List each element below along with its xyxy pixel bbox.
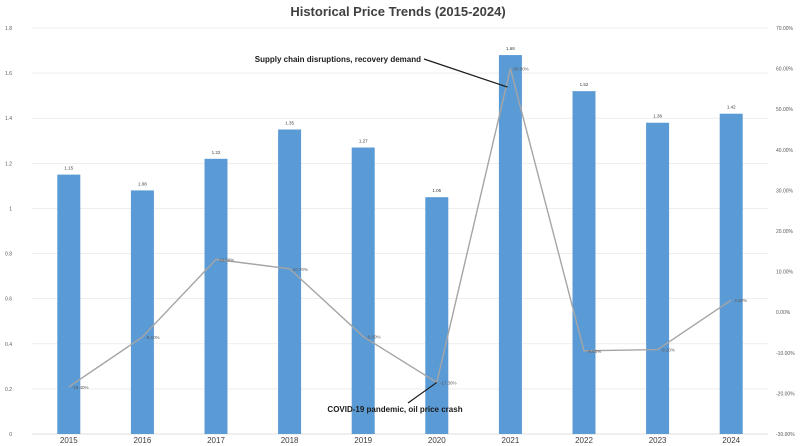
x-tick-2016: 2016 — [134, 436, 152, 445]
x-tick-2015: 2015 — [60, 436, 78, 445]
line-label-2019: -6.00% — [366, 335, 380, 340]
y-left-tick: 0 — [9, 432, 12, 438]
bar-labels: 1.15 1.08 1.22 1.35 1.27 1.05 1.68 1.52 1.38 1.42 — [64, 46, 736, 193]
annotation-supply-chain: Supply chain disruptions, recovery deman… — [255, 55, 421, 64]
x-tick-2018: 2018 — [281, 436, 299, 445]
y-left-tick: 1.6 — [5, 71, 12, 77]
change-line-path — [68, 68, 732, 388]
y-left-tick: 0.8 — [5, 252, 12, 258]
line-label-2016: -6.10% — [145, 335, 159, 340]
y-right-tick: 50.00% — [776, 107, 794, 113]
bar-label-2024: 1.42 — [727, 105, 736, 110]
y-right-tick: 10.00% — [776, 270, 794, 276]
bar-2017 — [204, 158, 228, 435]
y-right-tick: -10.00% — [776, 351, 795, 357]
y-axis-right: -30.00% -20.00% -10.00% 0.00% 10.00% 20.00% 30… — [776, 26, 795, 438]
line-label-2022: -9.50% — [587, 349, 601, 354]
bar-2015 — [57, 174, 81, 434]
y-left-tick: 1.4 — [5, 116, 12, 122]
change-line — [68, 68, 732, 388]
x-tick-2024: 2024 — [722, 436, 740, 445]
y-right-tick: 60.00% — [776, 67, 794, 73]
y-right-tick: 40.00% — [776, 148, 794, 154]
chart-title: Historical Price Trends (2015-2024) — [290, 4, 505, 19]
y-left-tick: 1.8 — [5, 26, 12, 32]
y-right-tick: -30.00% — [776, 432, 795, 438]
y-left-tick: 0.6 — [5, 297, 12, 303]
y-left-tick: 1 — [9, 206, 12, 212]
x-tick-2021: 2021 — [502, 436, 520, 445]
line-label-2018: 10.70% — [293, 267, 308, 272]
bar-label-2015: 1.15 — [64, 166, 73, 171]
bar-2022 — [572, 91, 596, 435]
bar-label-2016: 1.08 — [138, 181, 147, 186]
y-right-tick: 30.00% — [776, 188, 794, 194]
bar-label-2023: 1.38 — [653, 114, 662, 119]
line-label-2017: 13.00% — [219, 257, 234, 262]
bar-label-2019: 1.27 — [359, 139, 368, 144]
bar-label-2017: 1.22 — [212, 150, 221, 155]
gridlines — [32, 27, 768, 435]
line-label-2024: 3.00% — [734, 298, 747, 303]
y-right-tick: -20.00% — [776, 391, 795, 397]
bar-label-2021: 1.68 — [506, 46, 515, 51]
x-tick-2022: 2022 — [575, 436, 593, 445]
line-label-2020: -17.30% — [440, 380, 457, 385]
bar-2023 — [646, 122, 670, 434]
bar-label-2018: 1.35 — [285, 121, 294, 126]
y-right-tick: 70.00% — [776, 26, 794, 32]
y-left-tick: 0.4 — [5, 342, 12, 348]
line-label-2021: 60.00% — [513, 67, 528, 72]
x-tick-2019: 2019 — [354, 436, 372, 445]
y-right-tick: 20.00% — [776, 229, 794, 235]
bar-2021 — [498, 55, 522, 435]
annotation-pointer — [407, 381, 438, 404]
bar-label-2020: 1.05 — [432, 188, 441, 193]
y-axis-left: 0 0.2 0.4 0.6 0.8 1 1.2 1.4 1.6 1.8 — [5, 26, 12, 438]
x-tick-2017: 2017 — [207, 436, 225, 445]
x-tick-2023: 2023 — [649, 436, 667, 445]
line-label-2023: -9.20% — [661, 348, 675, 353]
bar-2016 — [130, 190, 154, 434]
annotation-pointer — [423, 58, 508, 88]
bar-2020 — [425, 197, 449, 434]
bar-2024 — [719, 113, 743, 434]
bar-label-2022: 1.52 — [580, 82, 589, 87]
y-right-tick: 0.00% — [776, 310, 791, 316]
annotations: Supply chain disruptions, recovery deman… — [255, 55, 508, 414]
x-tick-2020: 2020 — [428, 436, 446, 445]
bars — [57, 55, 743, 435]
y-left-tick: 0.2 — [5, 387, 12, 393]
y-left-tick: 1.2 — [5, 161, 12, 167]
bar-2019 — [351, 147, 375, 435]
line-label-2015: -18.40% — [72, 385, 89, 390]
annotation-covid: COVID-19 pandemic, oil price crash — [327, 405, 462, 414]
x-axis: 2015 2016 2017 2018 2019 2020 2021 2022 2023 2024 — [60, 436, 741, 445]
bar-2018 — [278, 129, 302, 434]
line-labels: -18.40% -6.10% 13.00% 10.70% -6.00% -17.30% 60… — [72, 67, 747, 390]
